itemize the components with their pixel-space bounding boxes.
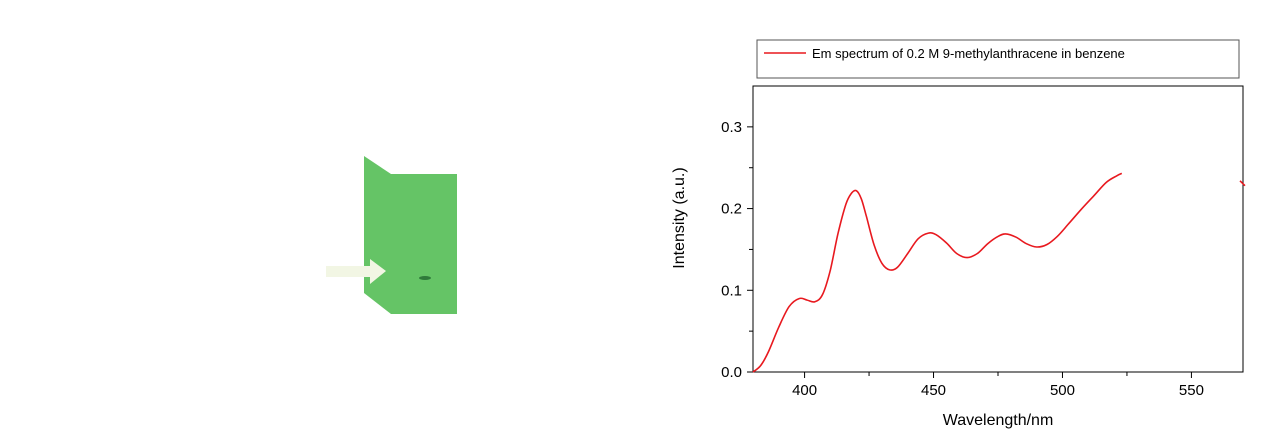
legend: Em spectrum of 0.2 M 9-methylanthracene … xyxy=(756,39,1240,79)
y-tick-label: 0.2 xyxy=(721,201,742,218)
x-axis: 400 450 500 550 xyxy=(792,372,1204,399)
x-tick-label: 500 xyxy=(1050,382,1075,399)
spot-mark xyxy=(419,276,431,280)
y-tick-label: 0.0 xyxy=(721,364,742,381)
green-plate xyxy=(364,156,457,314)
clipped-curve-segment xyxy=(1239,180,1246,187)
x-tick-label: 450 xyxy=(921,382,946,399)
x-tick-label: 550 xyxy=(1179,382,1204,399)
series-line-em-spectrum xyxy=(752,172,1123,373)
legend-box xyxy=(756,39,1240,79)
y-tick-label: 0.1 xyxy=(721,282,742,299)
tlc-plate-illustration xyxy=(326,156,457,314)
y-axis: 0.0 0.1 0.2 0.3 xyxy=(721,119,753,381)
plot-frame xyxy=(752,85,1244,373)
y-tick-label: 0.3 xyxy=(721,119,742,136)
x-tick-label: 400 xyxy=(792,382,817,399)
y-axis-title: Intensity (a.u.) xyxy=(671,167,688,268)
arrow-icon xyxy=(326,259,386,284)
x-axis-title: Wavelength/nm xyxy=(943,412,1054,429)
legend-label: Em spectrum of 0.2 M 9-methylanthracene … xyxy=(812,46,1125,61)
